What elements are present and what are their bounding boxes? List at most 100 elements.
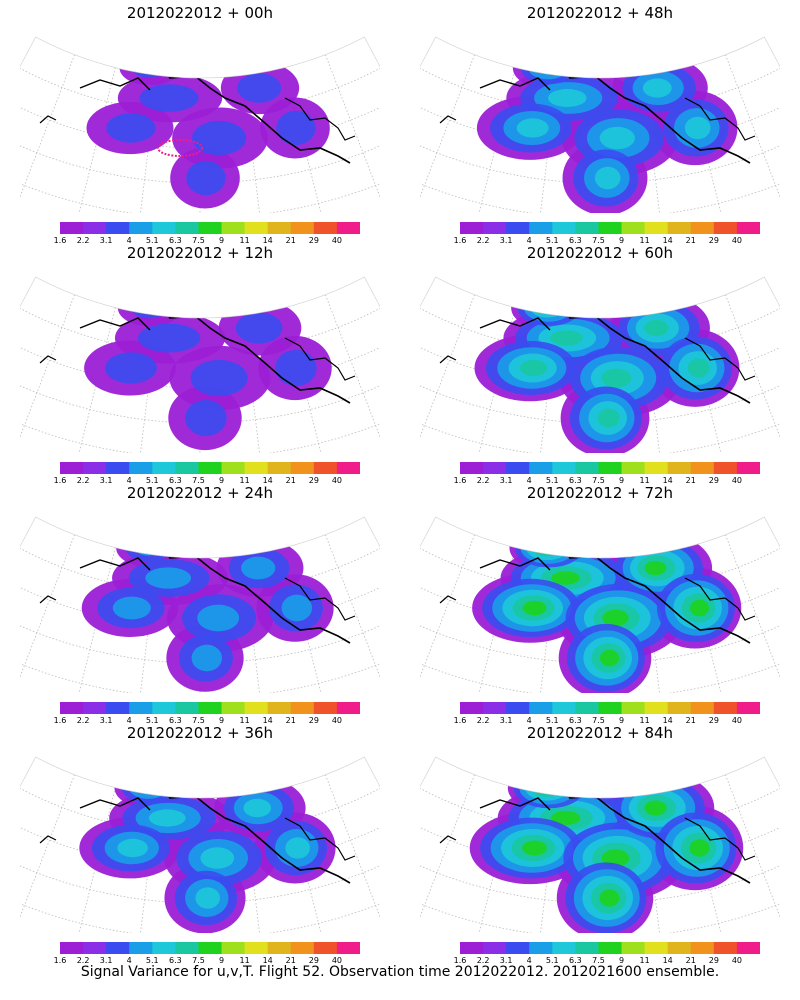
colorbar-label: 5.1: [145, 716, 159, 725]
colorbar-swatch: [106, 942, 130, 954]
colorbar-swatch: [621, 462, 646, 474]
forecast-panel: 2012022012 + 36h 1.6 2.2 3.1 4 5.1 6.3 7.5 9 11 14…: [0, 720, 400, 965]
colorbar-swatch: [552, 702, 576, 714]
colorbar-label: 1.6: [53, 476, 67, 485]
colorbar-label: 11: [639, 476, 650, 485]
colorbar-swatch: [152, 222, 176, 234]
colorbar-label: 21: [685, 716, 696, 725]
colorbar-swatch: [621, 222, 646, 234]
colorbar-label: 2.2: [476, 956, 490, 965]
colorbar-label: 9: [218, 716, 225, 725]
colorbar-swatch: [483, 702, 507, 714]
colorbar-swatch: [83, 222, 107, 234]
colorbar-swatch: [106, 702, 130, 714]
colorbar-label: 21: [285, 476, 296, 485]
colorbar-label: 40: [731, 716, 743, 725]
colorbar-label: 5.1: [545, 956, 559, 965]
colorbar-swatch: [198, 942, 223, 954]
forecast-panel: 2012022012 + 00h 1.6 2.2 3.1 4 5.1 6.3 7.5 9 11 14…: [0, 0, 400, 245]
colorbar-swatch: [267, 222, 292, 234]
colorbar-swatch: [690, 462, 715, 474]
colorbar-label: 29: [708, 236, 719, 245]
colorbar-swatch: [483, 222, 507, 234]
colorbar-label: 40: [331, 236, 343, 245]
colorbar-label: 11: [239, 236, 250, 245]
colorbar-label: 29: [308, 236, 319, 245]
variance-map: [420, 756, 780, 933]
colorbar-swatch: [644, 942, 669, 954]
colorbar-swatch: [83, 942, 107, 954]
colorbar-label: 2.2: [476, 716, 490, 725]
colorbar-swatch: [106, 222, 130, 234]
colorbar-swatch: [175, 462, 199, 474]
colorbar-label: 7.5: [192, 716, 205, 725]
colorbar-swatch: [460, 942, 484, 954]
colorbar-swatch: [506, 222, 530, 234]
colorbar-label: 14: [662, 476, 673, 485]
colorbar-label: 29: [708, 956, 719, 965]
colorbar-swatch: [621, 942, 646, 954]
panel-title: 2012022012 + 84h: [526, 724, 674, 742]
colorbar-swatch: [644, 462, 669, 474]
colorbar-label: 1.6: [53, 716, 67, 725]
variance-map: [420, 276, 780, 453]
colorbar: [460, 942, 760, 954]
colorbar-swatch: [60, 942, 84, 954]
colorbar-swatch: [736, 942, 760, 954]
forecast-panel: 2012022012 + 12h 1.6 2.2 3.1 4 5.1 6.3 7.5 9 11 14…: [0, 240, 400, 485]
colorbar-label: 1.6: [53, 956, 67, 965]
colorbar-swatch: [106, 462, 130, 474]
colorbar-label: 40: [731, 236, 743, 245]
colorbar-swatch: [221, 942, 246, 954]
figure-caption: Signal Variance for u,v,T. Flight 52. Ob…: [80, 964, 720, 980]
colorbar-label: 3.1: [99, 716, 113, 725]
colorbar-label: 21: [685, 956, 696, 965]
colorbar-swatch: [483, 462, 507, 474]
variance-map: [20, 516, 380, 693]
colorbar: [60, 462, 360, 474]
colorbar: [460, 222, 760, 234]
colorbar-label: 4: [126, 476, 132, 485]
colorbar-swatch: [506, 462, 530, 474]
colorbar-swatch: [667, 462, 692, 474]
colorbar-label: 14: [662, 236, 673, 245]
colorbar-label: 21: [285, 236, 296, 245]
variance-map: [20, 756, 380, 933]
colorbar-label: 2.2: [76, 236, 90, 245]
colorbar-label: 9: [618, 236, 625, 245]
colorbar-swatch: [598, 942, 623, 954]
colorbar-label: 2.2: [476, 236, 490, 245]
colorbar-swatch: [575, 462, 599, 474]
colorbar-swatch: [506, 702, 530, 714]
colorbar-label: 29: [308, 716, 319, 725]
colorbar-label: 40: [731, 476, 743, 485]
colorbar-label: 14: [262, 716, 273, 725]
colorbar-label: 11: [239, 476, 250, 485]
colorbar-swatch: [244, 222, 269, 234]
colorbar-swatch: [336, 222, 360, 234]
colorbar-swatch: [736, 222, 760, 234]
colorbar-swatch: [83, 462, 107, 474]
colorbar-label: 21: [685, 476, 696, 485]
colorbar-label: 6.3: [169, 236, 182, 245]
colorbar-label: 9: [218, 236, 225, 245]
colorbar-swatch: [267, 942, 292, 954]
colorbar-label: 14: [262, 236, 273, 245]
colorbar-swatch: [336, 702, 360, 714]
colorbar-swatch: [198, 702, 223, 714]
colorbar-swatch: [152, 702, 176, 714]
colorbar-swatch: [690, 702, 715, 714]
variance-map: [420, 516, 780, 693]
panel-title: 2012022012 + 00h: [126, 4, 274, 22]
colorbar-swatch: [267, 702, 292, 714]
colorbar-label: 40: [331, 716, 343, 725]
colorbar-swatch: [575, 222, 599, 234]
forecast-panel: 2012022012 + 48h 1.6 2.2 3.1 4 5.1 6.3 7.5 9 11 14…: [400, 0, 800, 245]
forecast-panel: 2012022012 + 24h 1.6 2.2 3.1 4 5.1 6.3 7.5 9 11 14…: [0, 480, 400, 725]
colorbar-swatch: [198, 462, 223, 474]
colorbar-swatch: [244, 702, 269, 714]
colorbar-label: 29: [308, 476, 319, 485]
colorbar: [60, 222, 360, 234]
colorbar-label: 9: [218, 956, 225, 965]
colorbar-label: 29: [708, 476, 719, 485]
